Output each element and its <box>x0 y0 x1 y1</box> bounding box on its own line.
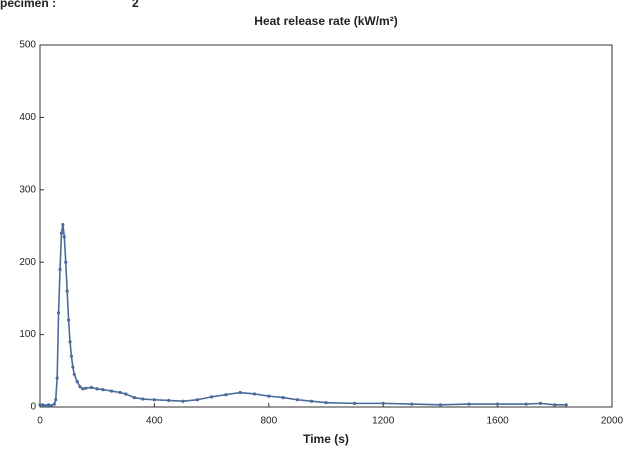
specimen-value: 2 <box>132 0 139 10</box>
data-point <box>44 403 48 408</box>
data-point <box>210 395 214 399</box>
data-point <box>467 402 471 406</box>
data-point <box>564 403 568 407</box>
data-point <box>72 372 76 377</box>
y-tick-label: 300 <box>19 184 36 195</box>
data-point <box>353 401 357 405</box>
y-tick-label: 400 <box>19 112 36 123</box>
x-axis-label: Time (s) <box>303 432 349 446</box>
data-point <box>295 398 299 402</box>
x-tick-label: 1600 <box>486 416 509 427</box>
data-point <box>41 403 45 407</box>
data-point <box>124 392 128 396</box>
data-point <box>71 365 75 369</box>
data-point <box>55 376 59 380</box>
specimen-label: Specimen : <box>0 0 56 10</box>
x-tick-label: 800 <box>260 416 277 427</box>
y-tick-label: 100 <box>19 329 36 340</box>
data-point <box>553 403 557 407</box>
data-point <box>538 401 543 405</box>
data-point <box>95 387 99 391</box>
data-point <box>46 403 51 407</box>
data-point <box>52 402 56 406</box>
y-tick-label: 0 <box>30 402 36 413</box>
data-point <box>310 399 314 403</box>
data-point <box>64 260 68 264</box>
data-point <box>324 401 328 405</box>
data-point <box>81 387 85 391</box>
x-tick-label: 400 <box>146 416 163 427</box>
data-point <box>54 398 58 402</box>
data-point <box>65 289 69 293</box>
data-point <box>267 394 271 398</box>
data-point <box>141 397 145 401</box>
data-point <box>58 267 62 272</box>
data-point <box>69 354 74 358</box>
data-point <box>78 385 82 389</box>
data-point <box>59 231 64 235</box>
data-point <box>238 390 242 395</box>
data-point <box>84 386 88 390</box>
data-point <box>167 398 171 403</box>
data-point <box>67 318 71 322</box>
x-tick-label: 0 <box>37 416 43 427</box>
data-point <box>118 390 122 395</box>
data-point <box>252 392 257 396</box>
data-point <box>132 395 136 400</box>
y-tick-label: 500 <box>19 40 36 51</box>
data-point <box>410 402 414 406</box>
data-point <box>109 389 114 393</box>
data-point <box>195 398 199 402</box>
data-point <box>381 401 385 405</box>
chart-title: Heat release rate (kW/m²) <box>254 14 397 28</box>
plot-frame <box>39 44 613 408</box>
data-point <box>38 403 42 407</box>
data-point <box>524 402 528 406</box>
x-tick-label: 2000 <box>601 416 624 427</box>
data-point <box>75 380 79 384</box>
data-point <box>181 399 185 403</box>
data-point <box>438 403 442 407</box>
data-point <box>281 395 285 400</box>
data-point <box>68 340 72 344</box>
data-line <box>40 224 567 407</box>
data-point <box>101 388 105 392</box>
x-tick-label: 1200 <box>372 416 395 427</box>
y-tick-label: 200 <box>19 257 36 268</box>
data-point <box>224 393 228 397</box>
data-point <box>61 222 65 227</box>
data-point <box>62 235 66 239</box>
data-point <box>152 398 156 402</box>
data-point <box>89 385 94 390</box>
data-point <box>56 311 61 315</box>
data-point <box>49 403 54 408</box>
data-point <box>496 402 500 406</box>
